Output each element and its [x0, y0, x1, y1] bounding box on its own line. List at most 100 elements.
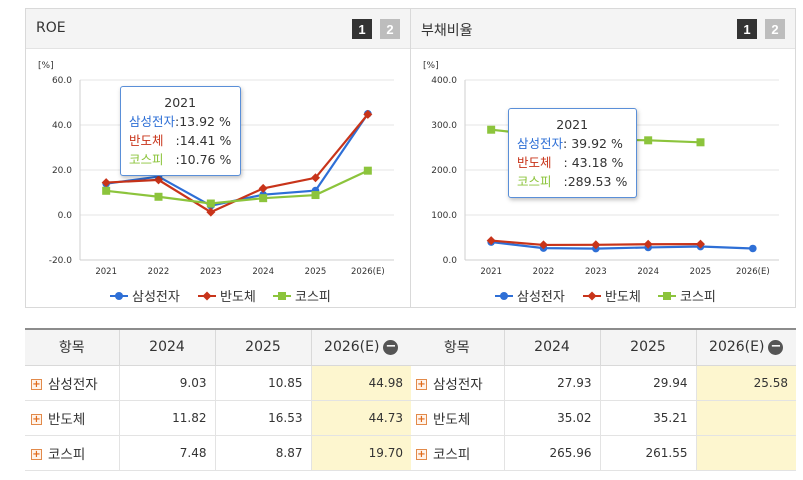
expand-icon[interactable]: + [416, 414, 427, 425]
table-cell-estimate: 25.58 [695, 365, 796, 401]
page-2-button[interactable]: 2 [380, 19, 400, 39]
row-label: 삼성전자 [433, 376, 483, 393]
data-point [363, 109, 373, 119]
tooltip-year: 2021 [556, 117, 589, 132]
panel-header: ROE 1 2 [26, 9, 410, 49]
table-cell: 27.93 [503, 365, 600, 401]
row-label-cell: + 반도체 [410, 400, 504, 436]
x-tick-label: 2026(E) [351, 267, 385, 277]
legend-marker [500, 292, 508, 300]
expand-icon[interactable]: + [31, 414, 42, 425]
tooltip-value: :289.53 % [563, 174, 628, 189]
tooltip-value: :14.41 % [175, 133, 232, 148]
table-cell-estimate: 44.98 [310, 365, 411, 401]
table-header-row: 항목 2024 2025 2026(E) − [410, 328, 796, 366]
y-tick-label: 40.0 [52, 121, 72, 131]
table-row: + 반도체 11.82 16.53 44.73 [25, 400, 411, 436]
data-point [486, 236, 496, 246]
row-label-cell: + 삼성전자 [410, 365, 504, 401]
page-1-button[interactable]: 1 [352, 19, 372, 39]
tooltip-row: 코스피:10.76 % [129, 150, 231, 169]
legend-label: 반도체 [605, 290, 641, 305]
column-header-estimate: 2026(E) − [695, 328, 796, 366]
tooltip-label: 반도체 [517, 155, 552, 170]
collapse-icon[interactable]: − [768, 339, 784, 355]
column-header: 2024 [503, 328, 600, 366]
data-point [206, 199, 215, 208]
expand-icon[interactable]: + [31, 379, 42, 390]
table-row: + 반도체 35.02 35.21 [410, 400, 796, 436]
expand-icon[interactable]: + [416, 379, 427, 390]
tooltip-row: 삼성전자: 39.92 % [517, 134, 627, 153]
table-cell: 11.82 [118, 400, 215, 436]
legend-label: 삼성전자 [517, 290, 565, 305]
y-tick-label: 400.0 [431, 76, 457, 86]
roe-comparison-table: 항목 2024 2025 2026(E) − + 삼성전자 9.03 10.85 4… [25, 328, 411, 471]
legend-label: 코스피 [680, 290, 716, 305]
data-point [696, 239, 705, 249]
data-point [154, 175, 163, 185]
y-tick-label: -20.0 [49, 256, 73, 266]
x-tick-label: 2022 [533, 267, 555, 277]
row-label: 삼성전자 [48, 376, 98, 393]
legend-marker [202, 291, 212, 301]
data-point [259, 194, 268, 203]
debt-ratio-comparison-table: 항목 2024 2025 2026(E) − + 삼성전자 27.93 29.94 … [410, 328, 796, 471]
table-cell: 8.87 [214, 435, 311, 471]
table-cell: 29.94 [599, 365, 696, 401]
collapse-icon[interactable]: − [383, 339, 399, 355]
chart-tooltip: 2021 삼성전자: 39.92 % 반도체: 43.18 % 코스피:289.… [508, 108, 638, 198]
page-1-button[interactable]: 1 [737, 19, 757, 39]
expand-icon[interactable]: + [31, 449, 42, 460]
table-cell: 7.48 [118, 435, 215, 471]
x-tick-label: 2022 [148, 267, 170, 277]
tooltip-year: 2021 [164, 95, 197, 110]
tooltip-label: 삼성전자 [129, 114, 176, 129]
x-tick-label: 2026(E) [736, 267, 770, 277]
data-point [539, 240, 548, 250]
tooltip-label: 코스피 [517, 174, 552, 189]
x-tick-label: 2021 [480, 267, 502, 277]
legend-label: 반도체 [220, 290, 256, 305]
expand-icon[interactable]: + [416, 449, 427, 460]
panel-header: 부채비율 1 2 [411, 9, 795, 49]
roe-chart-panel: ROE 1 2 [%] 60.0 40.0 20.0 0.0 -20.0 2021 2022 2… [25, 8, 411, 308]
column-header: 항목 [410, 328, 504, 366]
data-point [643, 239, 653, 249]
table-cell: 10.85 [214, 365, 311, 401]
table-header-row: 항목 2024 2025 2026(E) − [25, 328, 411, 366]
legend-label: 코스피 [295, 290, 331, 305]
tooltip-label: 삼성전자 [517, 136, 564, 151]
x-tick-label: 2023 [200, 267, 222, 277]
column-header-label: 2026(E) [709, 339, 765, 356]
page-2-button[interactable]: 2 [765, 19, 785, 39]
row-label: 반도체 [48, 411, 86, 428]
data-point [644, 136, 653, 145]
row-label: 반도체 [433, 411, 471, 428]
row-label: 코스피 [48, 446, 86, 463]
column-header: 항목 [25, 328, 119, 366]
table-cell-estimate: 44.73 [310, 400, 411, 436]
y-tick-label: 100.0 [431, 211, 457, 221]
tooltip-value: :10.76 % [175, 152, 232, 167]
debt-ratio-chart-panel: 부채비율 1 2 [%] 400.0 300.0 200.0 100.0 0.0 2021 2… [410, 8, 796, 308]
legend-marker [278, 292, 286, 300]
row-label-cell: + 삼성전자 [25, 365, 119, 401]
legend-marker [663, 292, 671, 300]
data-point [487, 125, 496, 134]
x-tick-label: 2023 [585, 267, 607, 277]
data-point [311, 191, 320, 200]
panel-title: 부채비율 [421, 23, 473, 39]
legend-marker [587, 291, 597, 301]
tooltip-value: : 39.92 % [563, 136, 623, 151]
table-cell-estimate [695, 435, 796, 471]
x-tick-label: 2024 [637, 267, 659, 277]
data-point [101, 178, 111, 188]
unit-label: [%] [38, 61, 54, 71]
tooltip-row: 반도체:14.41 % [129, 131, 231, 150]
table-cell: 16.53 [214, 400, 311, 436]
column-header: 2025 [214, 328, 311, 366]
data-point [749, 244, 757, 253]
table-row: + 코스피 7.48 8.87 19.70 [25, 435, 411, 471]
roe-line-chart: [%] 60.0 40.0 20.0 0.0 -20.0 2021 2022 2023 2024 2… [38, 61, 394, 305]
